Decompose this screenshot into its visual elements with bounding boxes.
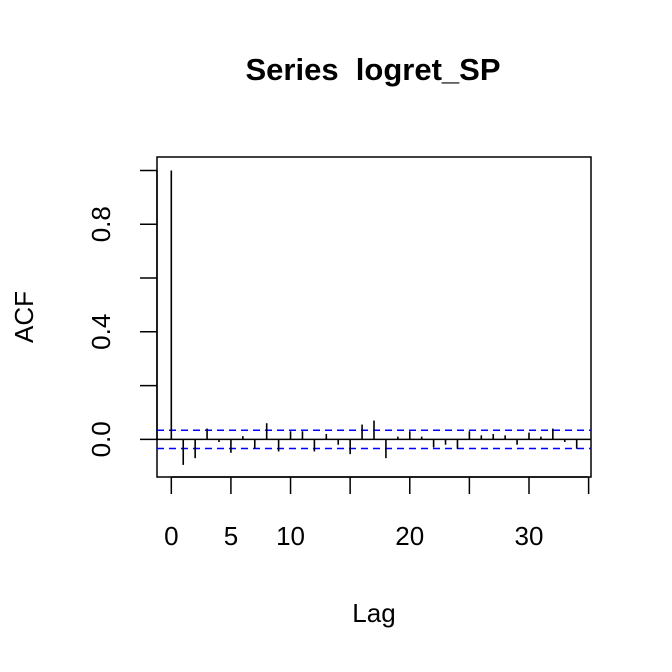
x-axis: 0 5 10 20 30	[164, 476, 590, 551]
x-axis-label: Lag	[352, 598, 395, 628]
y-axis-label: ACF	[9, 291, 39, 343]
y-tick-label-0.8: 0.8	[86, 206, 116, 242]
x-tick-label-30: 30	[515, 521, 544, 551]
x-tick-label-0: 0	[164, 521, 178, 551]
x-tick-label-20: 20	[395, 521, 424, 551]
chart-title: Series logret_SP	[245, 52, 500, 87]
x-tick-label-5: 5	[224, 521, 238, 551]
y-tick-label-0.4: 0.4	[86, 314, 116, 350]
x-tick-label-10: 10	[276, 521, 305, 551]
y-axis: 0.0 0.4 0.8	[86, 169, 158, 457]
y-tick-label-0: 0.0	[86, 421, 116, 457]
acf-bars	[170, 170, 578, 465]
